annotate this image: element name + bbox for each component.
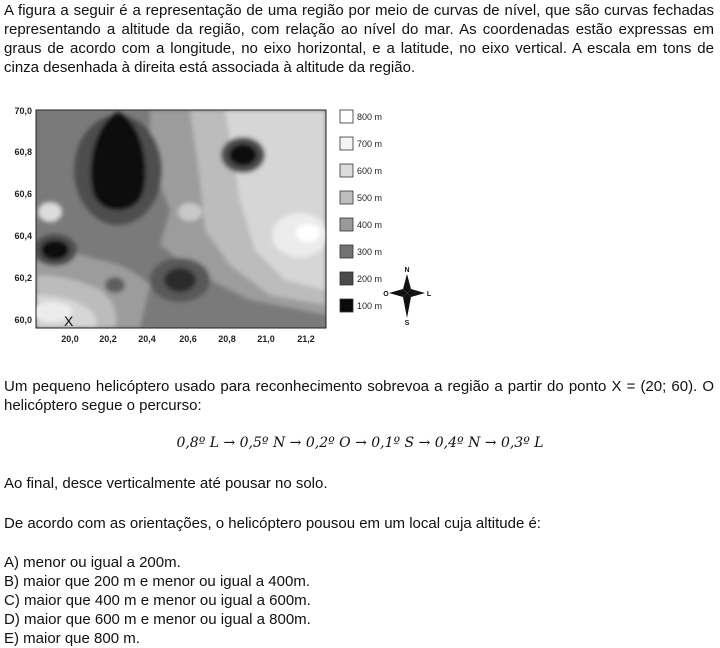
x-axis-ticks: 20,0 20,2 20,4 20,6 20,8 21,0 21,2 (61, 334, 315, 344)
altitude-legend: 800 m 700 m 600 m 500 m 400 m 300 m 200 … (339, 109, 382, 313)
answer-options: A) menor ou igual a 200m. B) maior que 2… (4, 553, 311, 648)
legend-swatch-200 (339, 271, 354, 286)
y-tick-label: 60,0 (14, 315, 32, 325)
legend-label-100: 100 m (357, 301, 382, 311)
region-100m-south (164, 268, 196, 292)
intro-paragraph: A figura a seguir é a representação de u… (4, 2, 714, 76)
map-border (35, 109, 327, 329)
compass-west: O (383, 291, 389, 298)
y-tick-label: 60,8 (14, 147, 32, 157)
region-700m-sw (36, 302, 72, 322)
legend-label-400: 400 m (357, 220, 382, 230)
option-c[interactable]: C) maior que 400 m e menor ou igual a 60… (4, 592, 311, 609)
region-800m (296, 224, 320, 242)
option-d[interactable]: D) maior que 600 m e menor ou igual a 80… (4, 611, 311, 628)
x-tick-label: 20,8 (218, 334, 236, 344)
x-tick-label: 20,0 (61, 334, 79, 344)
legend-label-500: 500 m (357, 193, 382, 203)
route-formula: 0,8º L → 0,5º N → 0,2º O → 0,1º S → 0,4º… (176, 435, 544, 451)
y-tick-label: 60,6 (14, 189, 32, 199)
option-e[interactable]: E) maior que 800 m. (4, 630, 140, 647)
x-tick-label: 21,2 (297, 334, 315, 344)
start-point-x: X (64, 313, 74, 329)
helicopter-paragraph: Um pequeno helicóptero usado para reconh… (4, 378, 714, 414)
contour-figure: X 70,0 60,8 60,6 60,4 60,2 60,0 20,0 20,… (0, 100, 440, 355)
legend-swatch-500 (339, 190, 354, 205)
legend-label-200: 200 m (357, 274, 382, 284)
legend-label-300: 300 m (357, 247, 382, 257)
x-tick-label: 20,6 (179, 334, 197, 344)
x-tick-label: 21,0 (257, 334, 275, 344)
option-a[interactable]: A) menor ou igual a 200m. (4, 554, 181, 571)
compass-south: S (405, 320, 410, 327)
y-axis-ticks: 70,0 60,8 60,6 60,4 60,2 60,0 (14, 106, 32, 325)
landing-paragraph: Ao final, desce verticalmente até pousar… (4, 475, 328, 492)
y-tick-label: 60,2 (14, 273, 32, 283)
legend-label-700: 700 m (357, 139, 382, 149)
y-tick-label: 70,0 (14, 106, 32, 116)
legend-swatch-400 (339, 217, 354, 232)
legend-swatch-700 (339, 136, 354, 151)
dark-spot-southwest (105, 277, 125, 293)
contour-map (36, 110, 326, 328)
region-100m-west (41, 240, 69, 260)
legend-label-800: 800 m (357, 112, 382, 122)
legend-swatch-100 (339, 298, 354, 313)
option-b[interactable]: B) maior que 200 m e menor ou igual a 40… (4, 573, 310, 590)
compass-rose-icon: N S L O (383, 267, 432, 327)
x-tick-label: 20,2 (99, 334, 117, 344)
legend-swatch-300 (339, 244, 354, 259)
legend-swatch-600 (339, 163, 354, 178)
compass-north: N (404, 267, 409, 274)
region-100m-ne (229, 144, 257, 166)
region-100m-north (90, 112, 146, 210)
y-tick-label: 60,4 (14, 231, 32, 241)
question-paragraph: De acordo com as orientações, o helicópt… (4, 515, 541, 532)
legend-swatch-800 (339, 109, 354, 124)
legend-label-600: 600 m (357, 166, 382, 176)
x-tick-label: 20,4 (138, 334, 156, 344)
light-spot-west (38, 202, 62, 222)
light-spot-center (178, 203, 202, 221)
contour-map-svg: X 70,0 60,8 60,6 60,4 60,2 60,0 20,0 20,… (14, 106, 432, 344)
compass-east: L (427, 291, 432, 298)
